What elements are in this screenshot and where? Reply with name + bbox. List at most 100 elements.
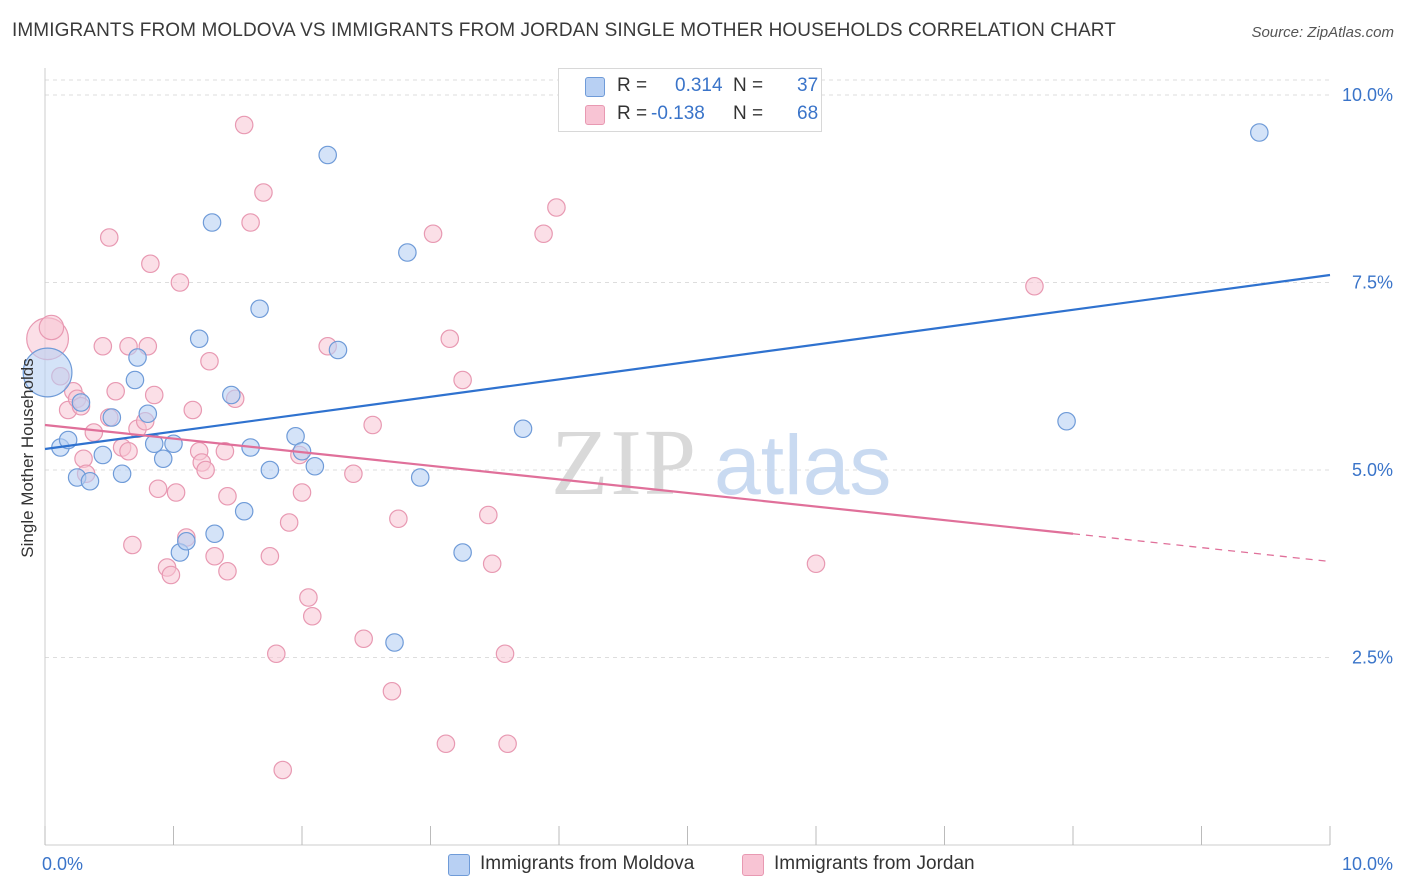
jordan-point-41 xyxy=(254,183,273,202)
moldova-point-30 xyxy=(385,633,404,652)
moldova-point-7 xyxy=(102,408,122,427)
jordan-point-60 xyxy=(479,505,498,525)
jordan-point-44 xyxy=(273,760,293,780)
watermark-atlas: atlas xyxy=(714,418,891,512)
correlation-legend: R = 0.314 N = 37 R = -0.138 N = 68 xyxy=(558,68,822,132)
jordan-point-63 xyxy=(498,734,517,754)
jordan-point-40 xyxy=(241,213,260,232)
moldova-point-27 xyxy=(305,456,325,476)
jordan-swatch xyxy=(585,105,605,125)
moldova-point-4 xyxy=(71,393,91,412)
jordan-point-47 xyxy=(292,483,312,502)
jordan-point-32 xyxy=(196,460,215,480)
moldova-trend-line xyxy=(44,273,1331,451)
moldova-point-20 xyxy=(222,385,241,405)
jordan-point-22 xyxy=(144,385,164,405)
jordan-point-26 xyxy=(166,483,186,502)
y-tick-label-1: 5.0% xyxy=(1352,460,1393,480)
bottom-jordan-label: Immigrants from Jordan xyxy=(774,853,975,874)
moldova-point-19 xyxy=(205,524,224,544)
x-tick-label-min: 0.0% xyxy=(42,854,83,874)
jordan-point-45 xyxy=(279,513,299,532)
moldova-point-33 xyxy=(453,543,472,562)
jordan-point-35 xyxy=(215,441,235,461)
jordan-point-1 xyxy=(38,314,65,341)
jordan-point-49 xyxy=(302,606,322,626)
jordan-point-17 xyxy=(123,535,142,555)
moldova-point-29 xyxy=(328,340,348,360)
jordan-n-label: N = xyxy=(733,103,764,124)
chart-title: IMMIGRANTS FROM MOLDOVA VS IMMIGRANTS FR… xyxy=(12,20,1116,41)
jordan-point-34 xyxy=(205,546,224,566)
jordan-point-51 xyxy=(344,464,363,484)
bottom-moldova-label: Immigrants from Moldova xyxy=(480,853,695,874)
jordan-point-62 xyxy=(495,644,515,664)
jordan-point-25 xyxy=(161,565,181,585)
moldova-point-34 xyxy=(513,419,533,439)
moldova-point-24 xyxy=(260,460,280,480)
jordan-trend-extension xyxy=(1072,533,1331,563)
moldova-point-11 xyxy=(138,404,158,424)
tick-labels: 2.5% 5.0% 7.5% 10.0% 0.0% 10.0% xyxy=(42,85,1393,874)
moldova-point-8 xyxy=(112,464,132,484)
jordan-point-65 xyxy=(547,198,566,217)
y-tick-label-3: 10.0% xyxy=(1342,85,1393,105)
moldova-points xyxy=(22,123,1269,652)
moldova-point-6 xyxy=(93,445,113,465)
jordan-point-29 xyxy=(183,400,203,420)
moldova-point-35 xyxy=(1057,411,1076,431)
moldova-point-9 xyxy=(125,370,145,390)
jordan-point-37 xyxy=(218,561,237,581)
jordan-point-11 xyxy=(99,228,119,247)
jordan-point-58 xyxy=(440,329,460,349)
watermark-zip: ZIP xyxy=(551,411,698,515)
moldova-point-13 xyxy=(153,449,173,469)
jordan-point-42 xyxy=(260,546,280,566)
moldova-point-10 xyxy=(128,348,147,367)
jordan-point-43 xyxy=(267,644,286,664)
y-axis-label: Single Mother Households xyxy=(18,358,37,558)
jordan-r-value: -0.138 xyxy=(651,103,705,124)
jordan-point-27 xyxy=(170,273,190,292)
moldova-n-label: N = xyxy=(733,75,764,96)
jordan-point-23 xyxy=(148,479,168,499)
jordan-point-10 xyxy=(93,336,113,356)
jordan-point-21 xyxy=(141,254,160,274)
trend-lines xyxy=(44,273,1331,563)
moldova-point-16 xyxy=(177,531,196,551)
jordan-point-48 xyxy=(299,588,318,607)
x-tick-label-max: 10.0% xyxy=(1342,854,1393,874)
jordan-point-16 xyxy=(119,441,138,461)
jordan-point-59 xyxy=(453,370,472,390)
jordan-point-9 xyxy=(84,423,104,442)
y-tick-label-2: 7.5% xyxy=(1352,273,1393,293)
jordan-point-56 xyxy=(423,224,443,244)
moldova-point-0 xyxy=(22,347,73,398)
jordan-point-54 xyxy=(382,681,402,701)
jordan-point-61 xyxy=(482,554,502,574)
jordan-point-52 xyxy=(354,629,373,649)
moldova-point-31 xyxy=(398,243,417,262)
moldova-point-17 xyxy=(189,329,209,349)
moldova-point-23 xyxy=(250,299,269,319)
moldova-point-21 xyxy=(234,501,254,521)
bottom-moldova-swatch xyxy=(448,854,470,876)
jordan-point-39 xyxy=(234,115,254,135)
moldova-point-32 xyxy=(410,468,430,487)
moldova-point-36 xyxy=(1250,123,1269,142)
jordan-point-67 xyxy=(1025,276,1044,296)
y-tick-label-0: 2.5% xyxy=(1352,648,1393,668)
jordan-point-57 xyxy=(436,734,456,754)
axes xyxy=(44,68,1331,846)
jordan-point-13 xyxy=(106,381,125,401)
moldova-r-label: R = xyxy=(617,75,648,96)
jordan-trend-line xyxy=(44,423,1074,535)
moldova-point-28 xyxy=(318,145,337,165)
moldova-point-18 xyxy=(202,213,222,232)
jordan-n-value: 68 xyxy=(797,103,819,124)
jordan-point-53 xyxy=(363,415,382,435)
moldova-point-5 xyxy=(80,471,100,491)
jordan-point-55 xyxy=(389,509,408,529)
jordan-point-33 xyxy=(200,351,219,371)
